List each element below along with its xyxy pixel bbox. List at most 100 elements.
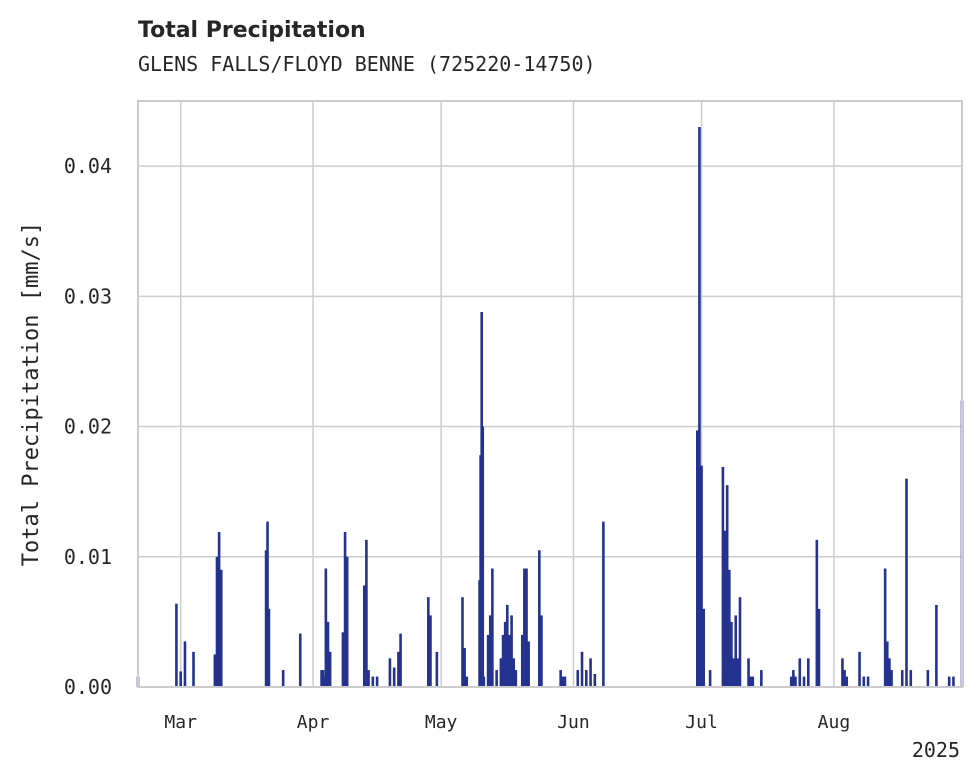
precipitation-bar (192, 651, 195, 687)
y-tick-label: 0.04 (64, 154, 112, 178)
precipitation-bar (885, 641, 889, 687)
precipitation-bar (738, 597, 742, 687)
precipitation-bar (463, 647, 466, 687)
precipitation-bar (324, 568, 328, 687)
precipitation-bar (559, 670, 562, 687)
precipitation-bar (367, 670, 370, 687)
x-tick-label: Apr (297, 712, 330, 733)
x-tick-label: Jun (557, 712, 590, 733)
precipitation-bar (749, 676, 752, 687)
precipitation-bar (561, 676, 565, 687)
y-tick-labels: 0.00 0.01 0.02 0.03 0.04 (64, 154, 112, 699)
precipitation-bar (341, 632, 345, 687)
precipitation-bar (723, 530, 727, 687)
precipitation-bar (751, 676, 755, 687)
precipitation-bar (499, 658, 503, 687)
year-label: 2025 (912, 738, 960, 762)
x-tick-label: May (425, 712, 458, 733)
y-axis-label: Total Precipitation [mm/s] (19, 222, 44, 566)
precipitation-bar (320, 670, 323, 687)
precipitation-bar (888, 658, 891, 687)
precipitation-bar (501, 634, 505, 687)
precipitation-bar (512, 658, 516, 687)
precipitation-bar (584, 670, 588, 687)
precipitation-bar (725, 485, 729, 687)
precipitation-bar (862, 676, 866, 687)
precipitation-bar (482, 676, 486, 687)
precipitation-bar (343, 532, 347, 687)
precipitation-bar (399, 633, 402, 687)
precipitation-bar (736, 658, 740, 687)
precipitation-bar (435, 651, 439, 687)
precipitation-bar (935, 604, 938, 687)
precipitation-bar (792, 670, 795, 687)
precipitation-bar (520, 634, 524, 687)
precipitation-bar (700, 465, 703, 687)
x-tick-label: Mar (164, 712, 197, 733)
precipitation-bar (481, 426, 485, 687)
x-tick-label: Jul (685, 712, 718, 733)
precipitation-bar (392, 667, 396, 687)
precipitation-bar (540, 615, 543, 687)
precipitation-bar (321, 670, 325, 687)
precipitation-bar (175, 603, 178, 687)
precipitation-bar (563, 676, 567, 687)
precipitation-bar (365, 539, 368, 687)
precipitation-bar (375, 676, 379, 687)
precipitation-bar (538, 550, 541, 687)
precipitation-bar (215, 556, 219, 687)
precipitation-bar (730, 621, 733, 687)
precipitation-bar (696, 430, 699, 687)
precipitation-bar (510, 615, 513, 687)
x-tick-labels: Mar Apr May Jun Jul Aug (164, 712, 850, 733)
precipitation-bar (947, 676, 951, 687)
precipitation-bar (486, 634, 490, 687)
precipitation-bar (503, 621, 507, 687)
precipitation-bar (371, 676, 375, 687)
precipitation-bar (523, 568, 526, 687)
precipitation-bar (593, 673, 597, 687)
precipitation-bar (845, 676, 849, 687)
precipitation-bar (298, 633, 302, 687)
precipitation-bar (217, 532, 221, 687)
precipitation-bar (219, 569, 223, 687)
precipitation-bar (495, 670, 498, 687)
precipitation-bar (789, 676, 793, 687)
precipitation-bar (266, 521, 269, 687)
precipitation-bar (525, 568, 528, 687)
x-tick-label: Aug (818, 712, 851, 733)
precipitation-bar (926, 670, 930, 687)
precipitation-bar (527, 641, 530, 687)
precipitation-bar (267, 608, 271, 687)
precipitation-bar (213, 654, 217, 687)
precipitation-bar (702, 608, 705, 687)
precipitation-bar (866, 676, 870, 687)
precipitation-bar (760, 670, 763, 687)
precipitation-bar (798, 658, 802, 687)
precipitation-bar (732, 658, 735, 687)
precipitation-bar (281, 670, 285, 687)
chart-subtitle: GLENS FALLS/FLOYD BENNE (725220-14750) (138, 52, 596, 76)
precipitation-bar (326, 621, 330, 687)
precipitation-bar (429, 615, 432, 687)
precipitation-bar (708, 670, 712, 687)
precipitation-bar (514, 670, 518, 687)
precipitation-bar (794, 676, 797, 687)
precipitation-bar (900, 670, 904, 687)
precipitation-bar (817, 608, 821, 687)
precipitation-bar (179, 671, 182, 687)
precipitation-bar (488, 615, 492, 687)
precipitation-bar (843, 670, 846, 687)
plot-frame (137, 100, 963, 688)
chart-title: Total Precipitation (138, 18, 366, 43)
precipitation-bar (858, 651, 861, 687)
y-tick-label: 0.00 (64, 675, 112, 699)
precipitation-bar (580, 651, 584, 687)
precipitation-bar (728, 569, 731, 687)
precipitation-bar (388, 658, 392, 687)
precipitation-bar (802, 676, 806, 687)
precipitation-bar (576, 670, 580, 687)
precipitation-bars (136, 127, 964, 688)
precipitation-bar (952, 676, 955, 687)
